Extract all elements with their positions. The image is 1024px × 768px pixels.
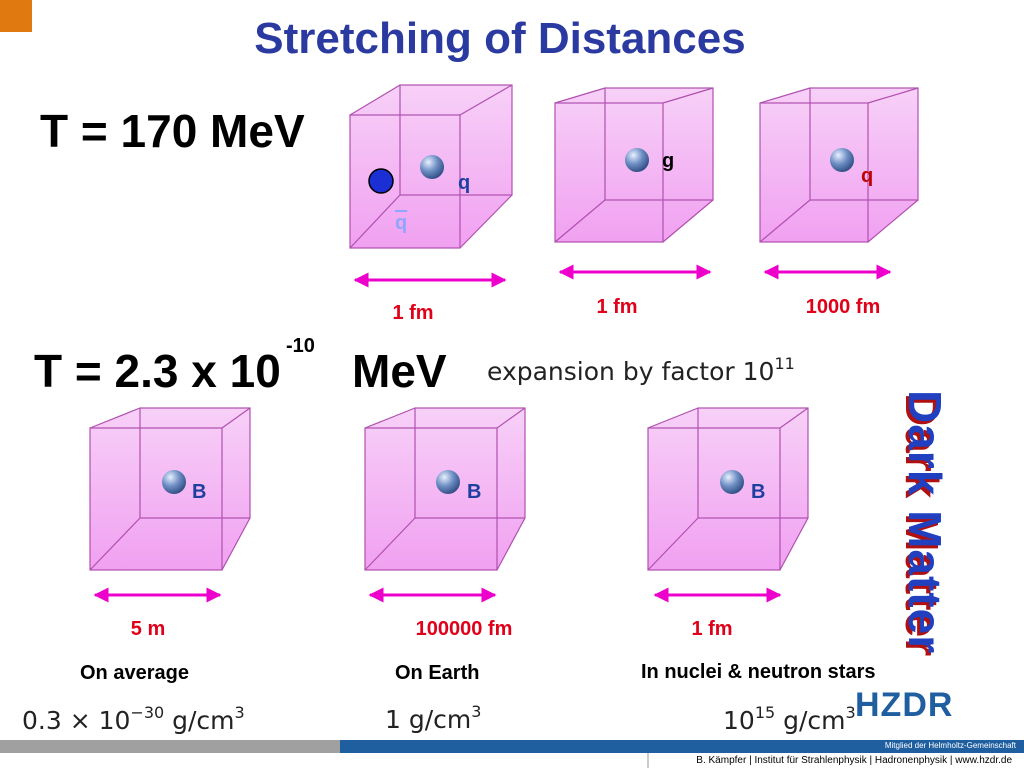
density-exponent: 15 bbox=[754, 703, 776, 722]
particle bbox=[436, 470, 460, 494]
cube-edge bbox=[647, 427, 781, 571]
side-label: Dark Matter bbox=[899, 390, 951, 655]
cube-edge bbox=[414, 407, 526, 519]
expansion-text: expansion by factor 1011 bbox=[487, 354, 795, 386]
cube-edge bbox=[647, 407, 699, 429]
corner-mark bbox=[0, 0, 32, 32]
cube-edge bbox=[139, 407, 251, 519]
temperature-unit: MeV bbox=[352, 345, 447, 397]
cube-edge bbox=[554, 87, 606, 104]
cube-edge bbox=[759, 199, 811, 243]
density-unit-exponent: 3 bbox=[234, 703, 245, 722]
distance-label: 5 m bbox=[130, 618, 166, 640]
density-base: 1 g/cm bbox=[385, 705, 472, 734]
density-exponent: −30 bbox=[130, 703, 165, 722]
cube-edge bbox=[697, 407, 809, 519]
footer-credit: B. Kämpfer | Institut für Strahlenphysik… bbox=[696, 755, 1012, 766]
cube-edge bbox=[867, 87, 919, 104]
logo: HZDR bbox=[855, 686, 954, 724]
quark-label: q bbox=[861, 165, 874, 187]
cube-edge bbox=[604, 87, 714, 201]
distance-label: 1 fm bbox=[392, 302, 434, 324]
density-unit-exponent: 3 bbox=[471, 702, 482, 721]
cube-edge bbox=[779, 517, 809, 571]
cube-edge bbox=[554, 102, 664, 243]
cube-edge bbox=[759, 102, 869, 243]
density-unit-exponent: 3 bbox=[845, 703, 856, 722]
cube-edge bbox=[867, 199, 919, 243]
cube-edge bbox=[221, 407, 251, 429]
baryon-label: B bbox=[751, 481, 766, 503]
particle bbox=[420, 155, 444, 179]
density: 1 g/cm3 bbox=[385, 702, 481, 734]
cube-edge bbox=[554, 199, 606, 243]
distance-label: 1 fm bbox=[691, 618, 733, 640]
distance-label: 1000 fm bbox=[805, 296, 881, 318]
cube-edge bbox=[89, 427, 223, 571]
antiquark-label: q bbox=[395, 212, 408, 234]
cube-edge bbox=[647, 517, 699, 571]
temperature-high: T = 170 MeV bbox=[40, 105, 305, 157]
place-label: On Earth bbox=[395, 662, 480, 684]
cube-edge bbox=[89, 517, 141, 571]
density-unit: g/cm bbox=[775, 706, 846, 735]
gluon-label: g bbox=[662, 150, 675, 172]
place-label: On average bbox=[80, 662, 189, 684]
cube-edge bbox=[496, 407, 526, 429]
place-label: In nuclei & neutron stars bbox=[641, 661, 876, 683]
cube-edge bbox=[779, 407, 809, 429]
baryon-label: B bbox=[192, 481, 207, 503]
distance-label: 1 fm bbox=[596, 296, 638, 318]
temperature-low: T = 2.3 x 10 bbox=[34, 345, 281, 397]
baryon-label: B bbox=[467, 481, 482, 503]
quark-label: q bbox=[458, 172, 471, 194]
title: Stretching of Distances bbox=[254, 14, 746, 63]
expansion-exponent: 11 bbox=[774, 354, 795, 373]
density: 0.3 × 10−30 g/cm3 bbox=[22, 703, 245, 735]
cube-edge bbox=[364, 517, 416, 571]
cube-edge bbox=[459, 84, 513, 116]
cube-edge bbox=[662, 87, 714, 104]
cube-edge bbox=[364, 427, 498, 571]
footer-membership: Mitglied der Helmholtz-Gemeinschaft bbox=[884, 741, 1016, 750]
distance-label: 100000 fm bbox=[415, 618, 513, 640]
cube-edge bbox=[349, 84, 401, 116]
cube-edge bbox=[349, 114, 461, 249]
cube-edge bbox=[349, 194, 401, 249]
density-base: 10 bbox=[723, 706, 755, 735]
cube-edge bbox=[759, 87, 811, 104]
temperature-exponent: -10 bbox=[286, 335, 315, 357]
footer-bar-blue bbox=[340, 740, 1024, 753]
particle bbox=[625, 148, 649, 172]
particle bbox=[720, 470, 744, 494]
expansion-base: expansion by factor 10 bbox=[487, 357, 775, 386]
cube-edge bbox=[809, 87, 919, 201]
cube-edge bbox=[221, 517, 251, 571]
cube-edge bbox=[496, 517, 526, 571]
particle bbox=[162, 470, 186, 494]
cube-edge bbox=[662, 199, 714, 243]
cube-edge bbox=[399, 84, 513, 196]
density-base: 0.3 × 10 bbox=[22, 706, 131, 735]
cube-edge bbox=[364, 407, 416, 429]
antiparticle bbox=[368, 168, 394, 194]
density-unit: g/cm bbox=[164, 706, 235, 735]
particle bbox=[830, 148, 854, 172]
density: 1015 g/cm3 bbox=[723, 703, 856, 735]
cube-edge bbox=[89, 407, 141, 429]
footer-bar-gray bbox=[0, 740, 340, 753]
cube-edge bbox=[459, 194, 513, 249]
